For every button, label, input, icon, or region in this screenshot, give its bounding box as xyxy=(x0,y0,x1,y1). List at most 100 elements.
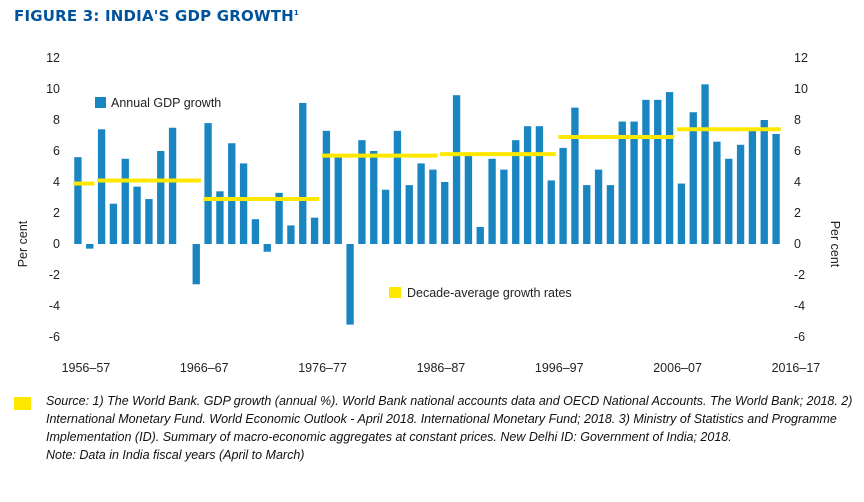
gdp-bar xyxy=(441,182,449,244)
y-tick-label-left: -6 xyxy=(49,330,60,344)
gdp-bar xyxy=(381,189,390,244)
legend-swatch-average xyxy=(389,287,401,298)
legend-label-bars: Annual GDP growth xyxy=(111,96,221,110)
y-tick-label-right: -6 xyxy=(794,330,805,344)
gdp-bar xyxy=(452,95,461,244)
gdp-bar xyxy=(97,129,106,244)
y-tick-label-right: 0 xyxy=(794,237,801,251)
x-tick-label: 1966–67 xyxy=(180,361,229,375)
figure-title: FIGURE 3: INDIA'S GDP GROWTH1 xyxy=(14,7,299,25)
gdp-bar xyxy=(748,129,757,244)
gdp-bar xyxy=(310,217,319,244)
gdp-bar xyxy=(760,120,768,244)
gdp-bar xyxy=(429,169,437,244)
gdp-bar xyxy=(642,99,650,244)
gdp-bar xyxy=(535,126,544,244)
gdp-bar xyxy=(133,186,141,244)
gdp-bar xyxy=(157,151,165,244)
y-tick-label-left: 12 xyxy=(46,51,60,65)
footnote-marker: 1 xyxy=(293,9,299,17)
gdp-bar xyxy=(393,130,402,244)
gdp-bar xyxy=(725,158,733,244)
y-tick-label-right: 8 xyxy=(794,113,801,127)
source-note-line: Note: Data in India fiscal years (April … xyxy=(46,448,305,462)
gdp-bar xyxy=(109,203,118,244)
y-tick-label-left: 0 xyxy=(53,237,60,251)
gdp-bar xyxy=(488,158,496,244)
y-tick-label-left: 4 xyxy=(53,175,60,189)
y-tick-label-right: 4 xyxy=(794,175,801,189)
gdp-bar xyxy=(606,185,615,244)
y-tick-label-right: 12 xyxy=(794,51,808,65)
gdp-bar xyxy=(689,112,697,244)
gdp-bar xyxy=(145,199,153,244)
gdp-bar xyxy=(547,180,555,244)
gdp-bar xyxy=(618,121,626,244)
gdp-bar xyxy=(334,155,342,244)
gdp-bar xyxy=(583,185,591,244)
gdp-bar xyxy=(772,133,780,244)
gdp-bar xyxy=(228,143,236,244)
x-tick-label: 1986–87 xyxy=(417,361,466,375)
y-tick-label-right: 10 xyxy=(794,82,808,96)
y-tick-label-left: 2 xyxy=(53,206,60,220)
x-tick-label: 1996–97 xyxy=(535,361,584,375)
gdp-bar xyxy=(476,226,484,244)
gdp-bar xyxy=(346,244,354,325)
y-tick-label-left: -2 xyxy=(49,268,60,282)
gdp-bar xyxy=(665,92,674,244)
gdp-bar xyxy=(239,163,248,244)
gdp-bar xyxy=(168,127,177,244)
gdp-bar xyxy=(192,244,200,285)
gdp-bar xyxy=(417,163,425,244)
gdp-bar xyxy=(523,126,532,244)
y-tick-label-right: -4 xyxy=(794,299,805,313)
gdp-bar xyxy=(512,140,520,244)
gdp-bar xyxy=(464,152,473,244)
gdp-bar xyxy=(263,244,271,252)
gdp-bar xyxy=(74,157,82,244)
gdp-bar xyxy=(121,158,129,244)
y-tick-label-left: 6 xyxy=(53,144,60,158)
gdp-bar xyxy=(654,99,662,244)
gdp-bar xyxy=(594,169,603,244)
gdp-bar xyxy=(713,141,721,244)
gdp-bar xyxy=(630,121,638,244)
gdp-bar xyxy=(677,183,686,244)
gdp-bar xyxy=(275,192,283,244)
figure-title-text: FIGURE 3: INDIA'S GDP GROWTH xyxy=(14,7,294,25)
gdp-bar xyxy=(86,244,94,249)
gdp-bar xyxy=(204,123,212,244)
gdp-bar xyxy=(701,84,709,244)
gdp-bar xyxy=(500,169,508,244)
gdp-bar xyxy=(251,219,260,244)
gdp-bar xyxy=(370,151,378,244)
y-tick-label-left: 8 xyxy=(53,113,60,127)
legend-swatch-bars xyxy=(95,97,106,108)
x-tick-label: 2006–07 xyxy=(653,361,702,375)
y-tick-label-left: -4 xyxy=(49,299,60,313)
gdp-bar xyxy=(559,147,567,244)
gdp-bar xyxy=(736,144,745,244)
gdp-bar xyxy=(571,107,579,244)
source-citation: Source: 1) The World Bank. GDP growth (a… xyxy=(46,394,853,444)
gdp-bar xyxy=(358,140,366,244)
y-tick-label-right: 6 xyxy=(794,144,801,158)
y-tick-label-right: 2 xyxy=(794,206,801,220)
y-axis-title-right: Per cent xyxy=(828,221,842,268)
source-swatch xyxy=(14,397,31,410)
y-axis-title-left: Per cent xyxy=(16,220,30,267)
legend-label-average: Decade-average growth rates xyxy=(407,286,572,300)
gdp-bar xyxy=(287,225,295,244)
y-tick-label-left: 10 xyxy=(46,82,60,96)
gdp-bar xyxy=(299,102,307,244)
source-text: Source: 1) The World Bank. GDP growth (a… xyxy=(46,392,854,464)
gdp-bar xyxy=(322,130,331,244)
gdp-growth-chart: -6 -6 -4 -4 -2 -2 0 0 2 2 4 4 6 6 8 8 10 10 12 12 Per cent Pe… xyxy=(16,51,842,375)
x-tick-label: 2016–17 xyxy=(772,361,821,375)
y-tick-label-right: -2 xyxy=(794,268,805,282)
x-tick-label: 1976–77 xyxy=(298,361,347,375)
gdp-bar xyxy=(216,191,224,244)
x-tick-label: 1956–57 xyxy=(62,361,111,375)
gdp-bar xyxy=(405,185,413,244)
